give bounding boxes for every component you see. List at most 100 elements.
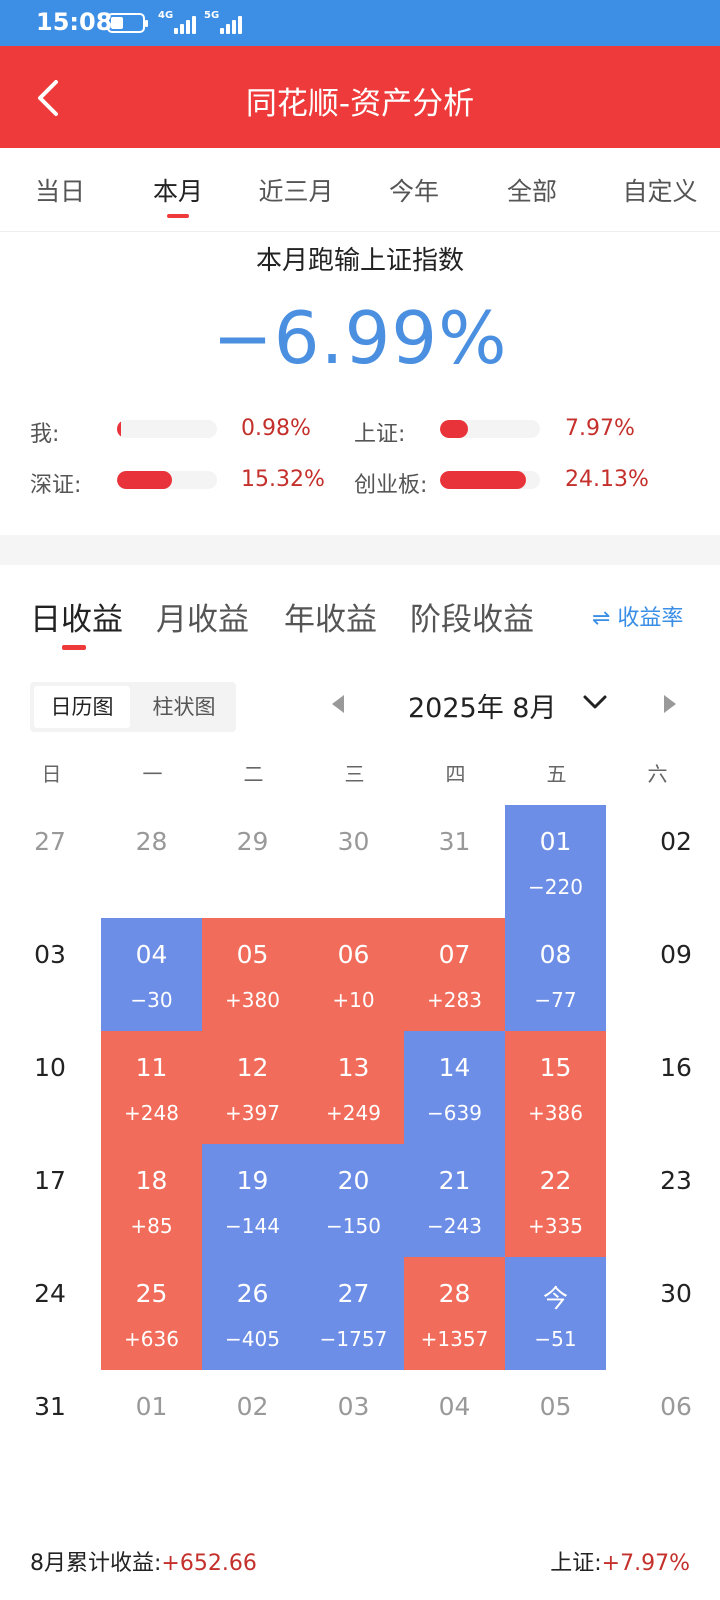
calendar-day-cell[interactable]: 02 bbox=[640, 805, 712, 918]
calendar-day-cell[interactable]: 10 bbox=[20, 1031, 80, 1144]
tab-this-month[interactable]: 本月 bbox=[118, 172, 238, 218]
calendar-day-cell[interactable]: 06 bbox=[640, 1370, 712, 1483]
calendar-day-cell[interactable]: 22 +335 bbox=[505, 1144, 606, 1257]
calendar-day-cell[interactable]: 今 −51 bbox=[505, 1257, 606, 1370]
calendar-day-cell[interactable]: 04 −30 bbox=[101, 918, 202, 1031]
calendar-day-cell[interactable]: 23 bbox=[640, 1144, 712, 1257]
calendar-day-number: 15 bbox=[539, 1053, 572, 1082]
tab-custom[interactable]: 自定义 bbox=[622, 177, 698, 206]
calendar-day-number: 12 bbox=[236, 1053, 269, 1082]
calendar-day-cell[interactable]: 27 −1757 bbox=[303, 1257, 404, 1370]
calendar-day-cell[interactable]: 03 bbox=[20, 918, 80, 1031]
index-return-label: 上证: bbox=[550, 1551, 602, 1576]
calendar-day-number: 18 bbox=[135, 1166, 168, 1195]
calendar-day-pnl: −77 bbox=[534, 988, 577, 1012]
weekday-label: 五 bbox=[546, 762, 567, 786]
calendar-day-cell[interactable]: 05 +380 bbox=[202, 918, 303, 1031]
calendar-day-cell[interactable]: 28 bbox=[101, 805, 202, 918]
calendar-day-cell[interactable]: 26 −405 bbox=[202, 1257, 303, 1370]
calendar-day-number: 27 bbox=[337, 1279, 370, 1308]
calendar-day-pnl: −1757 bbox=[319, 1327, 388, 1351]
calendar-day-cell[interactable]: 04 bbox=[404, 1370, 505, 1483]
view-bar-chart-button[interactable]: 柱状图 bbox=[152, 695, 216, 719]
calendar-day-cell[interactable]: 29 bbox=[202, 805, 303, 918]
calendar-day-cell[interactable]: 03 bbox=[303, 1370, 404, 1483]
calendar-day-number: 27 bbox=[34, 827, 66, 856]
calendar-day-cell[interactable]: 15 +386 bbox=[505, 1031, 606, 1144]
calendar-day-cell[interactable]: 18 +85 bbox=[101, 1144, 202, 1257]
status-time: 15:08 bbox=[36, 8, 113, 36]
calendar-day-number: 04 bbox=[135, 940, 168, 969]
calendar-day-cell[interactable]: 01 bbox=[101, 1370, 202, 1483]
status-bar: 15:08 4G 5G bbox=[0, 0, 720, 46]
calendar-day-cell[interactable]: 30 bbox=[303, 805, 404, 918]
cmp-fill-shenzhen bbox=[117, 471, 172, 489]
page-title: 同花顺-资产分析 bbox=[245, 86, 475, 122]
calendar-day-cell[interactable]: 17 bbox=[20, 1144, 80, 1257]
calendar-day-number: 05 bbox=[539, 1392, 572, 1421]
calendar-day-cell[interactable]: 16 bbox=[640, 1031, 712, 1144]
calendar-day-cell[interactable]: 21 −243 bbox=[404, 1144, 505, 1257]
battery-icon bbox=[107, 13, 148, 33]
rate-toggle-button[interactable]: ⇌ 收益率 bbox=[592, 606, 684, 631]
cmp-fill-me bbox=[117, 420, 121, 438]
calendar-day-cell[interactable]: 25 +636 bbox=[101, 1257, 202, 1370]
calendar-day-number: 28 bbox=[135, 827, 168, 856]
calendar-day-number: 03 bbox=[337, 1392, 370, 1421]
cmp-label-me: 我: bbox=[30, 422, 60, 447]
calendar-day-cell[interactable]: 27 bbox=[20, 805, 80, 918]
cumulative-income-value: +652.66 bbox=[161, 1551, 257, 1576]
calendar-day-cell[interactable]: 30 bbox=[640, 1257, 712, 1370]
cmp-bar-me bbox=[117, 420, 217, 438]
view-calendar-button[interactable]: 日历图 bbox=[34, 686, 130, 728]
calendar-day-cell[interactable]: 31 bbox=[404, 805, 505, 918]
prev-month-icon[interactable] bbox=[332, 695, 344, 713]
calendar-day-number: 25 bbox=[135, 1279, 168, 1308]
calendar-day-cell[interactable]: 02 bbox=[202, 1370, 303, 1483]
month-selector[interactable]: 2025年 8月 bbox=[408, 693, 557, 724]
calendar-day-cell[interactable]: 06 +10 bbox=[303, 918, 404, 1031]
calendar-day-cell[interactable]: 11 +248 bbox=[101, 1031, 202, 1144]
calendar-day-cell[interactable]: 12 +397 bbox=[202, 1031, 303, 1144]
calendar-day-cell[interactable]: 07 +283 bbox=[404, 918, 505, 1031]
back-arrow-icon[interactable] bbox=[30, 76, 70, 120]
calendar-day-cell[interactable]: 14 −639 bbox=[404, 1031, 505, 1144]
tab-this-year[interactable]: 今年 bbox=[388, 177, 439, 206]
calendar-day-number: 26 bbox=[236, 1279, 269, 1308]
calendar-day-cell[interactable]: 05 bbox=[505, 1370, 606, 1483]
calendar-day-cell[interactable]: 31 bbox=[20, 1370, 80, 1483]
calendar-day-cell[interactable]: 01 −220 bbox=[505, 805, 606, 918]
tab-three-months[interactable]: 近三月 bbox=[258, 177, 334, 206]
tab-period-income[interactable]: 阶段收益 bbox=[410, 602, 534, 638]
cmp-label-shanghai: 上证: bbox=[354, 422, 406, 447]
calendar-day-cell[interactable]: 13 +249 bbox=[303, 1031, 404, 1144]
tab-today[interactable]: 当日 bbox=[34, 177, 85, 206]
calendar-day-cell[interactable]: 28 +1357 bbox=[404, 1257, 505, 1370]
calendar-day-pnl: +248 bbox=[124, 1101, 179, 1125]
calendar-day-cell[interactable]: 08 −77 bbox=[505, 918, 606, 1031]
calendar-day-cell[interactable]: 20 −150 bbox=[303, 1144, 404, 1257]
weekday-label: 日 bbox=[41, 762, 62, 786]
calendar-day-cell[interactable]: 24 bbox=[20, 1257, 80, 1370]
tab-all[interactable]: 全部 bbox=[506, 177, 557, 206]
calendar-day-pnl: +1357 bbox=[420, 1327, 489, 1351]
calendar-day-number: 31 bbox=[438, 827, 471, 856]
calendar-day-number: 05 bbox=[236, 940, 269, 969]
calendar-day-cell[interactable]: 19 −144 bbox=[202, 1144, 303, 1257]
summary-diff: −6.99% bbox=[212, 296, 508, 380]
active-tab-indicator bbox=[167, 214, 189, 218]
calendar-day-cell[interactable]: 09 bbox=[640, 918, 712, 1031]
calendar-day-number: 01 bbox=[135, 1392, 168, 1421]
view-switch: 日历图 柱状图 bbox=[30, 682, 236, 732]
calendar-day-pnl: +335 bbox=[528, 1214, 583, 1238]
tab-yearly-income[interactable]: 年收益 bbox=[284, 602, 377, 638]
chevron-down-icon[interactable] bbox=[582, 694, 608, 712]
signal-5g-icon: 5G bbox=[204, 10, 250, 36]
next-month-icon[interactable] bbox=[664, 695, 676, 713]
calendar-day-pnl: −220 bbox=[528, 875, 583, 899]
tab-daily-income[interactable]: 日收益 bbox=[30, 602, 123, 638]
tab-monthly-income[interactable]: 月收益 bbox=[156, 602, 249, 638]
calendar-day-number: 今 bbox=[542, 1284, 568, 1313]
calendar-day-pnl: +85 bbox=[130, 1214, 173, 1238]
calendar-day-pnl: −51 bbox=[534, 1327, 577, 1351]
